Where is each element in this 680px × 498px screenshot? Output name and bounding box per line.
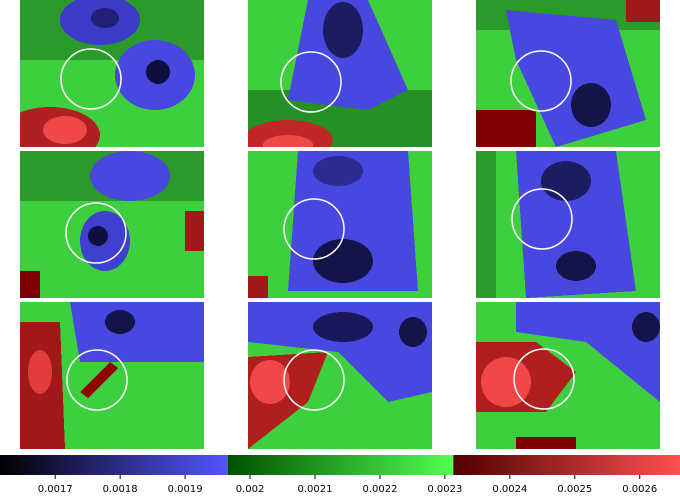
colorbar: 0.0017 0.0018 0.0019 0.002 0.0021 0.0022 0.002… [0, 455, 680, 495]
map-panel [20, 151, 204, 298]
tick-label: 0.0024 [492, 484, 527, 495]
map-panel [476, 302, 660, 449]
tick-label: 0.002 [236, 484, 265, 495]
colorbar-segment [453, 455, 680, 475]
tick-label: 0.0022 [362, 484, 397, 495]
tick-label: 0.0026 [622, 484, 657, 495]
map-panel [248, 151, 432, 298]
tick-label: 0.0017 [38, 484, 73, 495]
colorbar-segment [0, 455, 228, 475]
tick-label: 0.0018 [103, 484, 138, 495]
map-panel [20, 0, 204, 147]
colorbar-segment [227, 455, 454, 475]
map-panel [476, 0, 660, 147]
map-panel [248, 302, 432, 449]
tick-label: 0.0023 [427, 484, 462, 495]
tick-label: 0.0021 [297, 484, 332, 495]
map-panel [248, 0, 432, 147]
tick-label: 0.0019 [168, 484, 203, 495]
map-panel [20, 302, 204, 449]
map-panel [476, 151, 660, 298]
tick-label: 0.0025 [557, 484, 592, 495]
